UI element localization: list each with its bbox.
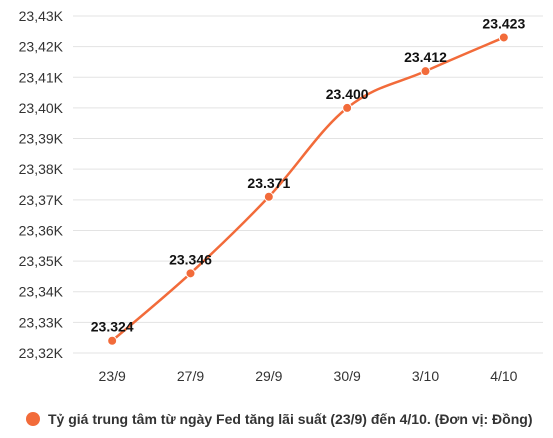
- series-line: [111, 36, 505, 342]
- x-tick-label: 29/9: [255, 368, 282, 384]
- data-point: [263, 191, 274, 202]
- data-label: 23.423: [482, 15, 525, 31]
- y-tick-label: 23,43K: [19, 8, 64, 24]
- x-tick-label: 3/10: [412, 368, 439, 384]
- y-tick-label: 23,32K: [19, 345, 64, 361]
- y-tick-label: 23,37K: [19, 192, 64, 208]
- x-tick-label: 23/9: [99, 368, 126, 384]
- y-tick-label: 23,36K: [19, 222, 64, 238]
- data-label: 23.371: [247, 175, 290, 191]
- x-tick-label: 27/9: [177, 368, 204, 384]
- y-tick-label: 23,33K: [19, 314, 64, 330]
- legend-marker: [26, 412, 40, 426]
- y-tick-label: 23,42K: [19, 39, 64, 55]
- data-point: [420, 66, 431, 77]
- data-point: [342, 102, 353, 113]
- data-point: [498, 32, 509, 43]
- data-label: 23.400: [326, 86, 369, 102]
- data-points: [107, 32, 509, 346]
- legend: Tỷ giá trung tâm từ ngày Fed tăng lãi su…: [26, 411, 532, 427]
- data-point: [185, 268, 196, 279]
- x-tick-label: 30/9: [334, 368, 361, 384]
- y-tick-label: 23,39K: [19, 131, 64, 147]
- data-point: [107, 335, 118, 346]
- y-axis-ticks: 23,43K 23,42K 23,41K 23,40K 23,39K 23,38K 23,3…: [19, 8, 64, 361]
- y-tick-label: 23,40K: [19, 100, 64, 116]
- y-tick-label: 23,41K: [19, 69, 64, 85]
- y-tick-label: 23,35K: [19, 253, 64, 269]
- y-tick-label: 23,34K: [19, 284, 64, 300]
- data-label: 23.324: [91, 319, 134, 335]
- legend-label: Tỷ giá trung tâm từ ngày Fed tăng lãi su…: [48, 411, 532, 427]
- y-tick-label: 23,38K: [19, 161, 64, 177]
- x-tick-label: 4/10: [490, 368, 517, 384]
- data-label: 23.346: [169, 251, 212, 267]
- x-axis-ticks: 23/9 27/9 29/9 30/9 3/10 4/10: [99, 368, 518, 384]
- data-labels: 23.324 23.346 23.371 23.400 23.412 23.423: [91, 15, 526, 334]
- data-label: 23.412: [404, 49, 447, 65]
- gridlines: [73, 15, 543, 354]
